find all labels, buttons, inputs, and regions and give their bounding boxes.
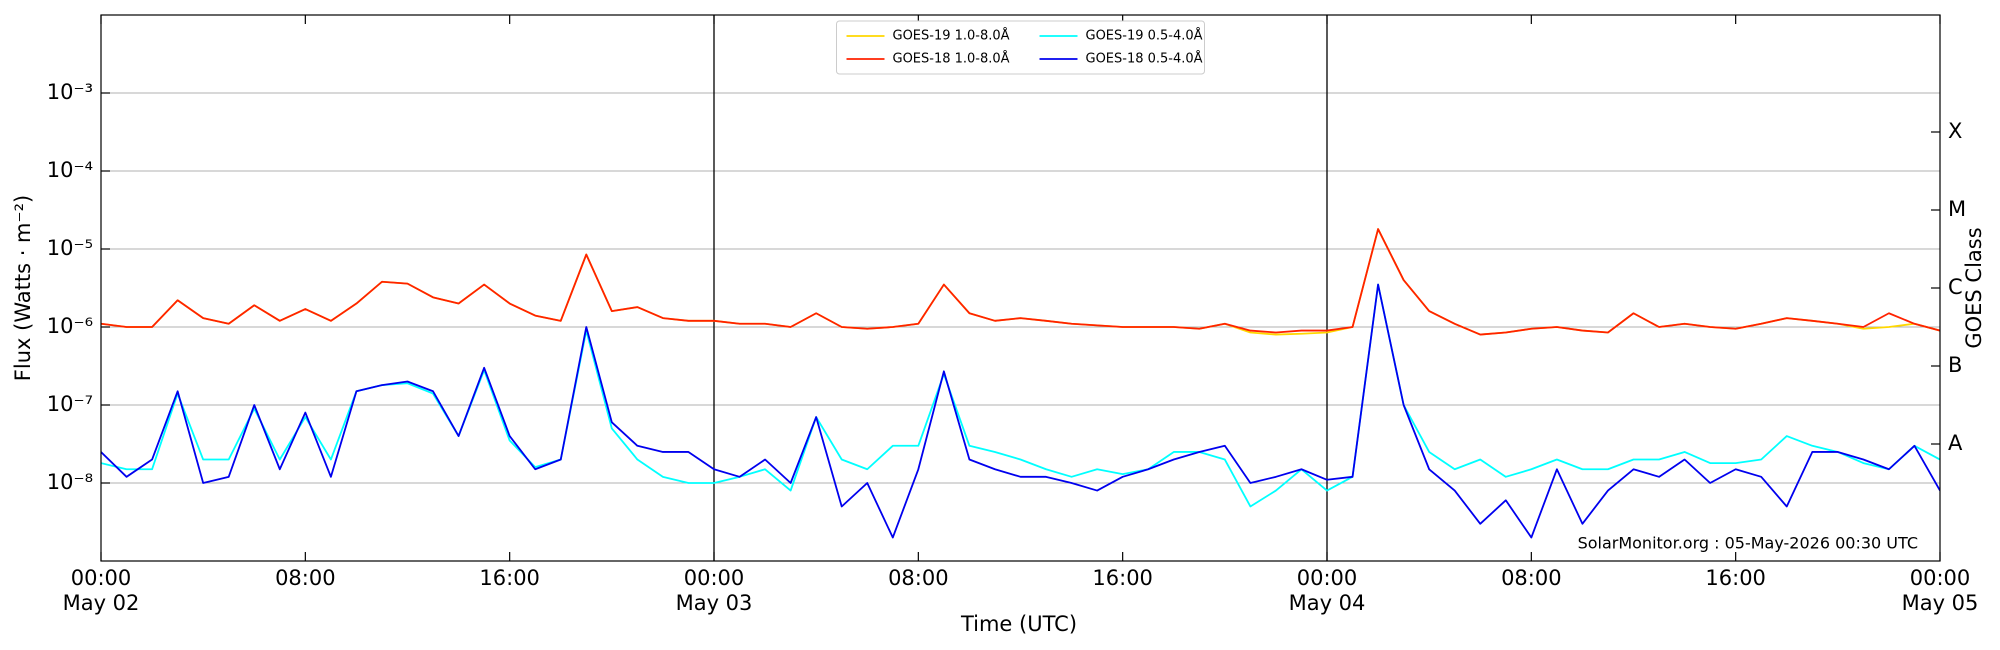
legend-label: GOES-18 1.0-8.0Å [893,51,1010,67]
legend: GOES-19 1.0-8.0Å GOES-18 1.0-8.0Å GOES-19 … [836,20,1205,75]
x-axis-title: Time (UTC) [960,612,1077,636]
x-tick-label: 08:00 [888,566,949,590]
y2-tick-label: B [1948,353,1962,377]
y-tick-label: 10⁻⁴ [47,158,93,182]
x-tick-label: 08:00 [1501,566,1562,590]
y2-tick-label: A [1948,431,1963,455]
y-tick-label: 10⁻³ [47,80,93,104]
series-line [101,283,1940,508]
plot-area [101,228,1940,539]
grid [101,15,1940,561]
series-line [101,228,1940,336]
legend-label: GOES-18 0.5-4.0Å [1086,51,1203,67]
x-tick-label: 00:00 [684,566,745,590]
y-axis-title: Flux (Watts · m⁻²) [11,195,35,381]
legend-box [836,20,1205,75]
series-line [101,283,1940,539]
y-tick-label: 10⁻⁸ [47,470,93,494]
legend-label: GOES-19 0.5-4.0Å [1086,28,1203,44]
y-tick-label: 10⁻⁷ [47,392,93,416]
x-tick-label: 00:00 [1910,566,1971,590]
x-tick-label: 00:00 [71,566,132,590]
watermark: SolarMonitor.org : 05-May-2026 00:30 UTC [1578,534,1918,553]
x-tick-label: 00:00 [1297,566,1358,590]
legend-label: GOES-19 1.0-8.0Å [893,28,1010,44]
x-tick-label: May 05 [1902,591,1979,615]
x-tick-label: 16:00 [479,566,540,590]
x-tick-label: May 03 [676,591,753,615]
x-tick-label: May 02 [63,591,140,615]
y-tick-label: 10⁻⁵ [47,236,93,260]
x-tick-label: May 04 [1289,591,1366,615]
x-tick-label: 08:00 [275,566,336,590]
y2-tick-label: X [1948,119,1962,143]
y2-tick-label: C [1948,275,1963,299]
x-tick-label: 16:00 [1092,566,1153,590]
y-tick-label: 10⁻⁶ [47,314,93,338]
y2-tick-label: M [1948,197,1966,221]
x-tick-label: 16:00 [1705,566,1766,590]
y2-axis-title: GOES Class [1962,227,1986,348]
